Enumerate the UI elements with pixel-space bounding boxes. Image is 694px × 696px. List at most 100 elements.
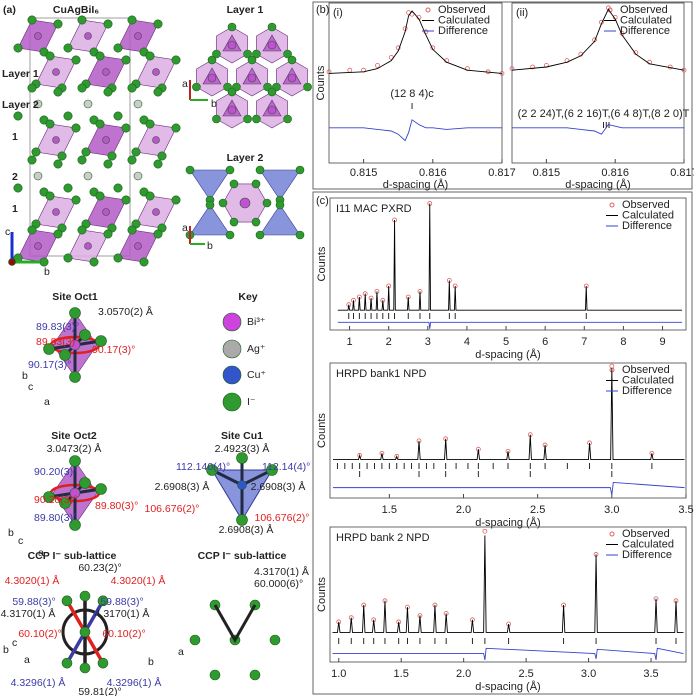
atom	[127, 225, 137, 235]
x-axis-label: d-spacing (Å)	[475, 680, 540, 693]
atom	[255, 165, 265, 175]
atom	[97, 595, 109, 607]
label: 1	[12, 203, 18, 215]
atom	[27, 83, 37, 93]
label: 106.676(2)°	[255, 512, 310, 524]
atom	[266, 464, 278, 476]
label: CuAgBiI₆	[53, 4, 99, 16]
label: a	[178, 646, 184, 658]
chart-title: I11 MAC PXRD	[336, 203, 412, 215]
atom	[102, 68, 110, 76]
observed-point	[357, 453, 363, 458]
peak-annotation: (2 2 24)T,(6 2 16)T,(6 4 8)T,(8 2 0)T	[518, 108, 690, 120]
atom	[97, 657, 109, 669]
label: b	[148, 656, 154, 668]
atom	[222, 312, 242, 332]
atom	[69, 339, 81, 351]
legend-label: Difference	[622, 220, 672, 232]
profile-line	[332, 647, 684, 660]
label: c	[28, 381, 33, 393]
atom	[83, 171, 93, 181]
label: Cu⁺	[247, 369, 266, 381]
label: 90.20(3)°	[34, 466, 77, 478]
observed-point	[394, 454, 400, 459]
atom	[84, 242, 92, 250]
label: 60.23(2)°	[78, 562, 121, 574]
y-axis-label: Counts	[316, 413, 328, 448]
observed-point	[375, 63, 380, 68]
panel-label: (b)	[316, 4, 329, 16]
atom	[113, 111, 123, 121]
legend-label: Difference	[438, 25, 488, 37]
atom	[229, 217, 239, 227]
atom	[33, 99, 43, 109]
atom	[171, 55, 181, 65]
atom	[171, 195, 181, 205]
label: 59.81(2)°	[78, 686, 121, 696]
label: CCP I⁻ sub-lattice	[28, 550, 117, 562]
label: 4.3170(1) Å	[254, 565, 309, 578]
label: Ag⁺	[247, 343, 266, 355]
atom	[139, 257, 149, 267]
atom	[267, 105, 277, 115]
atom	[27, 15, 37, 25]
atom	[229, 179, 239, 189]
x-tick-label: 3.5	[678, 504, 693, 516]
panel-c-frame	[312, 191, 693, 695]
atom	[295, 230, 305, 240]
atom	[69, 519, 81, 531]
atom	[52, 136, 60, 144]
atom	[275, 200, 285, 210]
label: Bi³⁺	[247, 316, 266, 328]
atom	[77, 83, 87, 93]
atom	[247, 73, 257, 83]
atom	[103, 229, 113, 239]
label: Key	[238, 291, 257, 303]
atom	[27, 155, 37, 165]
legend-label: Observed	[620, 4, 668, 16]
atom	[63, 111, 73, 121]
x-tick-label: 0.815	[533, 167, 561, 179]
atom	[133, 99, 143, 109]
plot-frame	[328, 2, 503, 164]
label: (a)	[3, 4, 16, 16]
profile-line	[329, 119, 502, 142]
atom	[152, 208, 160, 216]
label: 90.20(3)°	[34, 494, 77, 506]
atom	[252, 114, 261, 124]
label: 90.17(3)°	[28, 359, 71, 371]
atom	[103, 87, 113, 97]
atom	[71, 195, 81, 205]
atom	[252, 49, 261, 59]
atom	[63, 43, 73, 53]
atom	[69, 307, 81, 319]
label: c	[18, 535, 23, 547]
atom	[77, 15, 87, 25]
label: a	[44, 396, 50, 408]
label: b	[3, 644, 9, 656]
x-tick-label: 1.5	[394, 668, 409, 680]
atom	[145, 191, 155, 201]
atom	[77, 155, 87, 165]
atom	[152, 68, 160, 76]
atom	[61, 595, 73, 607]
atom	[69, 371, 81, 383]
x-tick-label: 2	[386, 336, 392, 348]
peak-annotation: (12 8 4)c	[390, 88, 434, 100]
atom	[83, 99, 93, 109]
atom	[59, 497, 71, 509]
atom	[71, 55, 81, 65]
atom	[225, 230, 235, 240]
atom	[69, 487, 81, 499]
label: 112.14(4)°	[262, 461, 310, 473]
atom	[171, 123, 181, 133]
legend-label: Difference	[622, 549, 672, 561]
atom	[53, 229, 63, 239]
label: 59.88(3)°	[100, 596, 143, 608]
legend-marker	[609, 531, 615, 537]
atom	[33, 171, 43, 181]
label: 112.140(4)°	[176, 461, 230, 473]
x-axis-label: d-spacing (Å)	[565, 178, 630, 191]
x-tick-label: 0.816	[601, 167, 629, 179]
label: Layer 2	[2, 99, 39, 111]
